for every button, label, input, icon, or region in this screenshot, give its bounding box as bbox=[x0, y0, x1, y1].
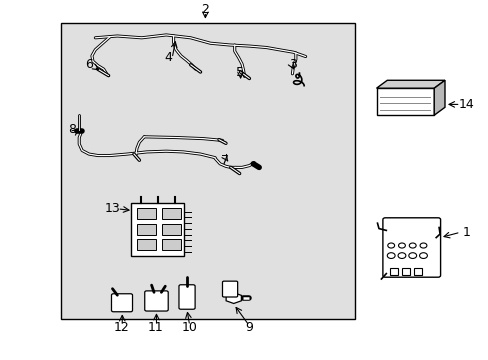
Text: 6: 6 bbox=[85, 58, 93, 71]
Bar bbox=[131, 203, 183, 256]
FancyBboxPatch shape bbox=[111, 294, 132, 312]
Polygon shape bbox=[225, 293, 241, 303]
Text: 4: 4 bbox=[164, 51, 172, 64]
Text: 13: 13 bbox=[104, 202, 120, 215]
Text: 14: 14 bbox=[458, 98, 474, 111]
Text: 11: 11 bbox=[147, 321, 163, 334]
Text: 7: 7 bbox=[221, 154, 228, 167]
Text: 12: 12 bbox=[113, 321, 129, 334]
Bar bbox=[162, 224, 181, 235]
Text: 1: 1 bbox=[462, 226, 470, 239]
Text: 3: 3 bbox=[289, 58, 297, 71]
Bar bbox=[162, 239, 181, 250]
Bar bbox=[401, 268, 409, 275]
Bar bbox=[376, 88, 433, 115]
Text: 9: 9 bbox=[245, 321, 253, 334]
Bar bbox=[61, 23, 354, 319]
Text: 5: 5 bbox=[235, 66, 243, 78]
Text: 8: 8 bbox=[68, 123, 76, 136]
Polygon shape bbox=[376, 80, 444, 88]
Bar bbox=[137, 224, 155, 235]
Polygon shape bbox=[433, 80, 444, 115]
FancyBboxPatch shape bbox=[382, 218, 440, 277]
FancyBboxPatch shape bbox=[222, 281, 237, 297]
Text: 2: 2 bbox=[201, 3, 209, 15]
Bar bbox=[413, 268, 421, 275]
FancyBboxPatch shape bbox=[144, 291, 168, 311]
Bar bbox=[137, 239, 155, 250]
Bar bbox=[137, 208, 155, 219]
Bar bbox=[389, 268, 397, 275]
Bar bbox=[162, 208, 181, 219]
Text: 10: 10 bbox=[182, 321, 197, 334]
FancyBboxPatch shape bbox=[179, 285, 195, 309]
